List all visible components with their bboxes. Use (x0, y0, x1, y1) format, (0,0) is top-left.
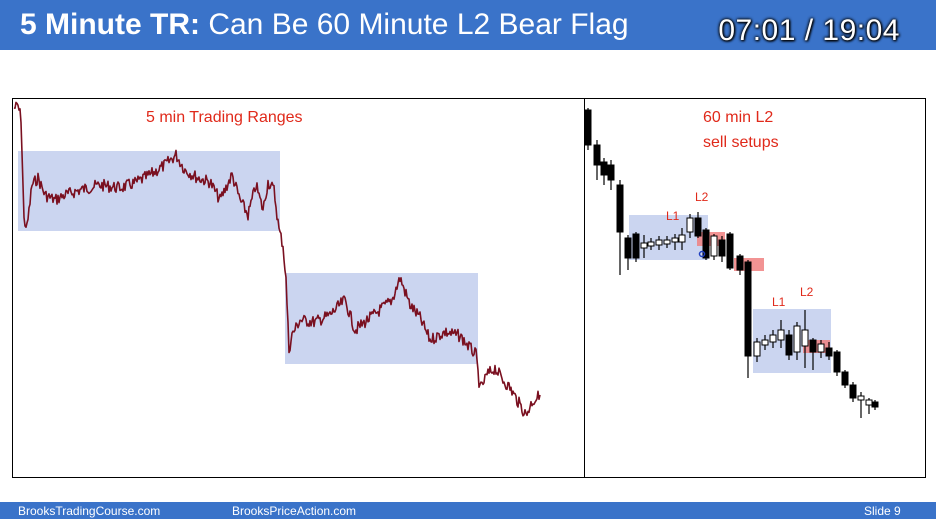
candle-body (825, 347, 833, 357)
candle-body (871, 401, 879, 408)
candle-body (833, 351, 841, 373)
header-bar (0, 0, 936, 50)
candle-body (744, 261, 752, 357)
signal-dot (698, 250, 706, 258)
candle-body (726, 233, 734, 269)
right-chart-label-1: 60 min L2 (703, 109, 774, 126)
setup-label-l2-first: L2 (695, 190, 709, 204)
setup-label-l1-first: L1 (666, 209, 680, 223)
slide-title: 5 Minute TR: Can Be 60 Minute L2 Bear Fl… (20, 6, 629, 44)
chart-frame (12, 98, 926, 478)
candle-body (671, 237, 679, 243)
candle-body (694, 217, 702, 237)
candle-body (849, 384, 857, 399)
candle-body (640, 242, 648, 249)
setup-label-l2-second: L2 (800, 285, 814, 299)
price-line-5min (13, 101, 541, 417)
footer-site-1[interactable]: BrooksTradingCourse.com (18, 504, 161, 518)
candle-body (809, 339, 817, 353)
slide-number: Slide 9 (864, 504, 901, 518)
candle-body (736, 255, 744, 271)
candle-body (817, 343, 825, 353)
candle-body (753, 341, 761, 357)
candle-body (616, 184, 624, 233)
candle-body (857, 395, 865, 401)
candle-body (663, 239, 671, 245)
setup-label-l1-second: L1 (772, 295, 786, 309)
candle-body (632, 233, 640, 259)
candle-body (769, 334, 777, 343)
candles-60min (584, 108, 879, 418)
title-bold: 5 Minute TR: (20, 8, 200, 41)
video-timer: 07:01 / 19:04 (718, 14, 900, 47)
candle-body (593, 144, 601, 166)
footer-site-2[interactable]: BrooksPriceAction.com (232, 504, 357, 518)
candle-body (761, 339, 769, 346)
candle-body (607, 164, 615, 181)
range-box-1 (18, 151, 280, 231)
candle-body (777, 329, 785, 341)
candle-body (678, 234, 686, 243)
candle-body (865, 399, 873, 406)
candle-body (624, 237, 632, 259)
candle-body (793, 325, 801, 353)
title-rest: Can Be 60 Minute L2 Bear Flag (200, 8, 629, 41)
chart-divider (584, 98, 585, 478)
candle-body (686, 217, 694, 233)
candle-body (655, 239, 663, 246)
candle-body (647, 241, 655, 247)
candle-body (801, 329, 809, 347)
candle-body (584, 109, 592, 146)
right-chart-label-2: sell setups (703, 134, 779, 151)
candle-body (841, 371, 849, 386)
candle-body (702, 229, 710, 259)
candle-body (710, 235, 718, 257)
candle-body (785, 334, 793, 356)
candle-body (600, 161, 608, 176)
left-chart-label: 5 min Trading Ranges (146, 109, 303, 126)
footer-bar (0, 502, 936, 519)
candle-body (718, 239, 726, 257)
